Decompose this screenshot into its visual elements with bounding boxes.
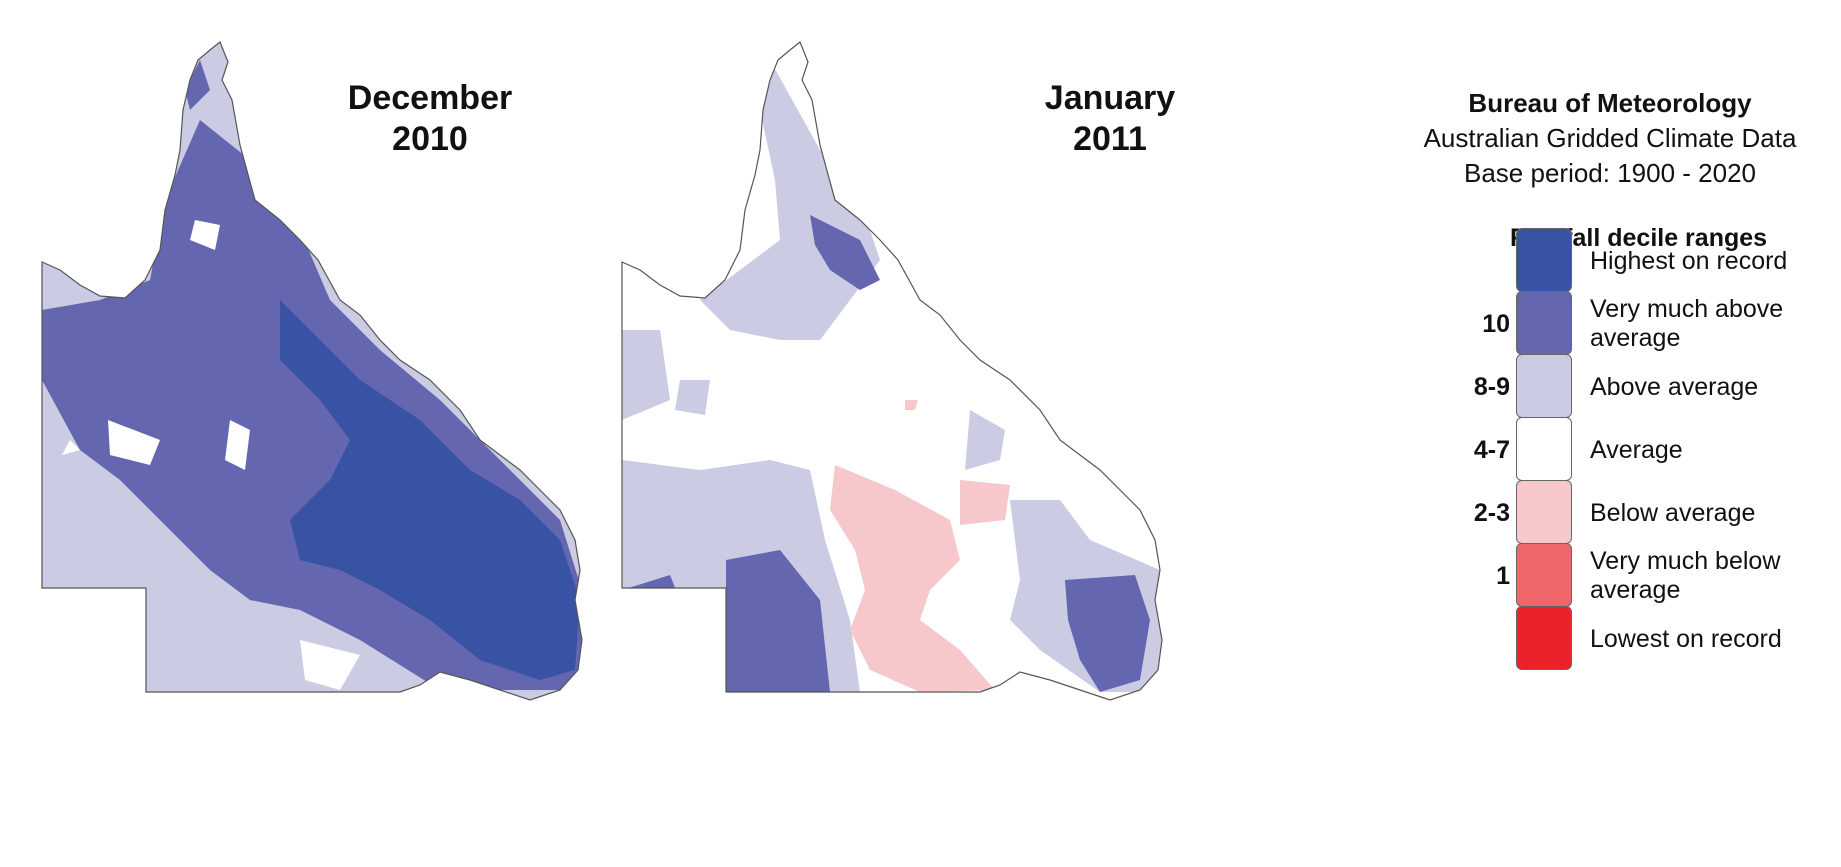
legend-item-below: 2-3 Below average [1400, 480, 1820, 546]
title-january-2011: January 2011 [990, 78, 1230, 160]
legend-swatch-above [1516, 354, 1572, 418]
legend-item-highest: Highest on record [1400, 228, 1820, 294]
legend-swatch-very-much-below [1516, 543, 1572, 607]
legend-swatch-lowest [1516, 606, 1572, 670]
legend-label: Below average [1590, 498, 1756, 527]
legend-item-average: 4-7 Average [1400, 417, 1820, 483]
source-block: Bureau of Meteorology Australian Gridded… [1400, 86, 1820, 191]
legend-label: Above average [1590, 372, 1759, 401]
jan-very-much-above-east [1065, 575, 1150, 692]
jan-very-much-above-north [810, 215, 880, 290]
dec-highest-on-record-region [280, 300, 580, 680]
legend-swatch-highest [1516, 228, 1572, 292]
title-december-2010: December 2010 [300, 78, 560, 160]
dec-average-patches [62, 220, 360, 690]
legend-panel: Bureau of Meteorology Australian Gridded… [1400, 86, 1820, 670]
source-dataset: Australian Gridded Climate Data [1423, 123, 1797, 153]
title-jan-month: January [1044, 79, 1176, 117]
legend-code: 1 [1496, 562, 1510, 590]
map-december-2010 [0, 0, 700, 867]
legend-swatch-below [1516, 480, 1572, 544]
title-jan-year: 2011 [1073, 120, 1147, 158]
legend-item-very-much-below: 1 Very much below average [1400, 543, 1820, 609]
legend-label: Average [1590, 435, 1683, 464]
legend-label: Lowest on record [1590, 624, 1782, 653]
qld-map-january-shape [621, 41, 1163, 701]
legend-code: 4-7 [1473, 436, 1510, 464]
legend-code: 10 [1482, 310, 1510, 338]
legend-code: 2-3 [1473, 499, 1510, 527]
jan-below-average-region [830, 465, 1010, 692]
legend-label: Very much above average [1590, 295, 1784, 352]
jan-state-border [621, 41, 1163, 701]
title-dec-month: December [347, 79, 513, 117]
legend-swatch-average [1516, 417, 1572, 481]
title-dec-year: 2010 [392, 120, 468, 158]
legend-label: Very much below average [1590, 547, 1781, 604]
legend-code: 8-9 [1473, 373, 1510, 401]
source-org: Bureau of Meteorology [1468, 88, 1752, 118]
legend-item-very-much-above: 10 Very much above average [1400, 291, 1820, 357]
dec-state-border [41, 41, 583, 701]
qld-map-december [41, 41, 583, 701]
legend-label: Highest on record [1590, 246, 1788, 275]
legend-item-lowest: Lowest on record [1400, 606, 1820, 672]
legend-swatch-very-much-above [1516, 291, 1572, 355]
source-base-period: Base period: 1900 - 2020 [1464, 158, 1756, 188]
legend-item-above: 8-9 Above average [1400, 354, 1820, 420]
